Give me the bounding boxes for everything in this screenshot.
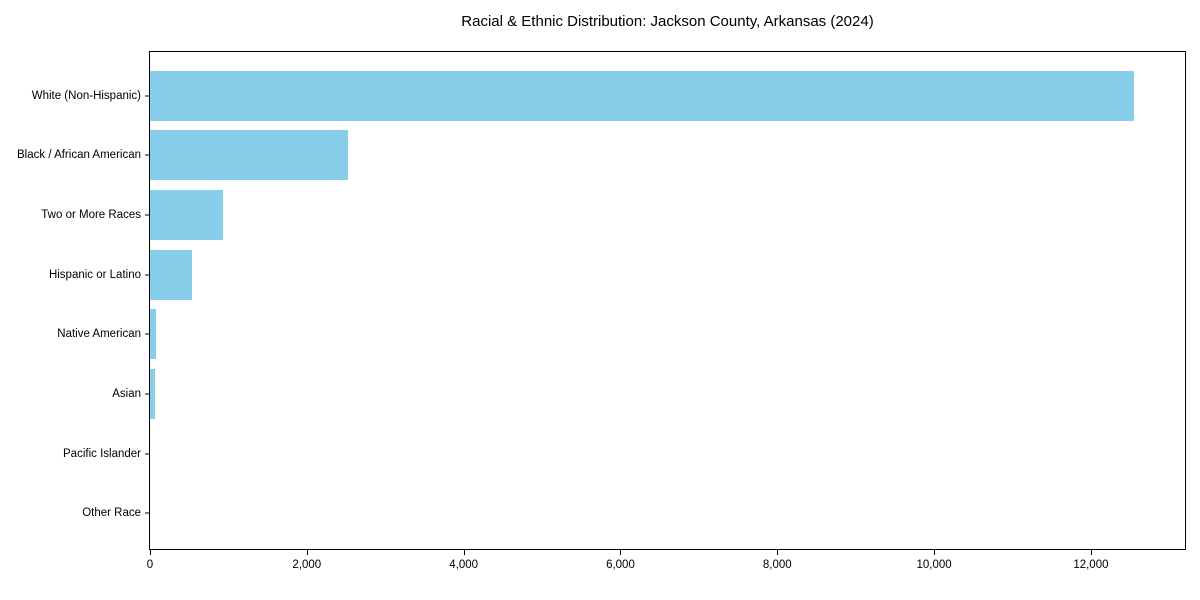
x-tick-label-12000: 12,000 [1073, 559, 1109, 571]
y-tick-label-other-race: Other Race [82, 507, 141, 520]
bar-two-or-more-races [150, 190, 223, 241]
plot-area [149, 51, 1186, 550]
y-tick-label-pacific-islander: Pacific Islander [63, 447, 141, 460]
chart-title: Racial & Ethnic Distribution: Jackson Co… [461, 13, 874, 30]
x-tick-mark [306, 550, 308, 555]
y-tick-label-hispanic-or-latino: Hispanic or Latino [48, 268, 141, 281]
x-tick-mark [150, 550, 151, 555]
x-tick-label-10000: 10,000 [916, 559, 952, 571]
x-tick-label-0: 0 [146, 559, 154, 571]
y-tick-label-black-african-american: Black / African American [17, 149, 141, 162]
y-tick-mark [145, 214, 149, 216]
x-tick-label-2000: 2,000 [292, 559, 322, 571]
y-tick-label-two-or-more-races: Two or More Races [41, 209, 141, 222]
y-tick-mark [145, 453, 149, 455]
y-tick-mark [145, 274, 149, 276]
y-tick-mark [145, 154, 149, 156]
x-tick-mark [463, 550, 465, 555]
bar-white-non-hispanic [150, 70, 1135, 121]
x-tick-label-8000: 8,000 [762, 559, 792, 571]
y-tick-label-native-american: Native American [57, 328, 141, 341]
bar-native-american [150, 309, 157, 360]
y-tick-mark [145, 333, 149, 335]
y-tick-mark [145, 512, 149, 514]
x-tick-mark [777, 550, 779, 555]
x-tick-label-6000: 6,000 [606, 559, 635, 571]
y-tick-mark [145, 393, 149, 395]
x-tick-mark [620, 550, 622, 555]
x-tick-label-4000: 4,000 [449, 559, 479, 571]
y-tick-label-white-non-hispanic: White (Non-Hispanic) [31, 89, 141, 102]
x-tick-mark [1090, 550, 1092, 555]
bar-black-african-american [150, 130, 349, 181]
bar-hispanic-or-latino [150, 249, 192, 300]
bar-asian [150, 368, 155, 419]
x-tick-mark [934, 550, 936, 555]
y-tick-label-asian: Asian [112, 387, 141, 400]
y-tick-mark [145, 95, 149, 97]
